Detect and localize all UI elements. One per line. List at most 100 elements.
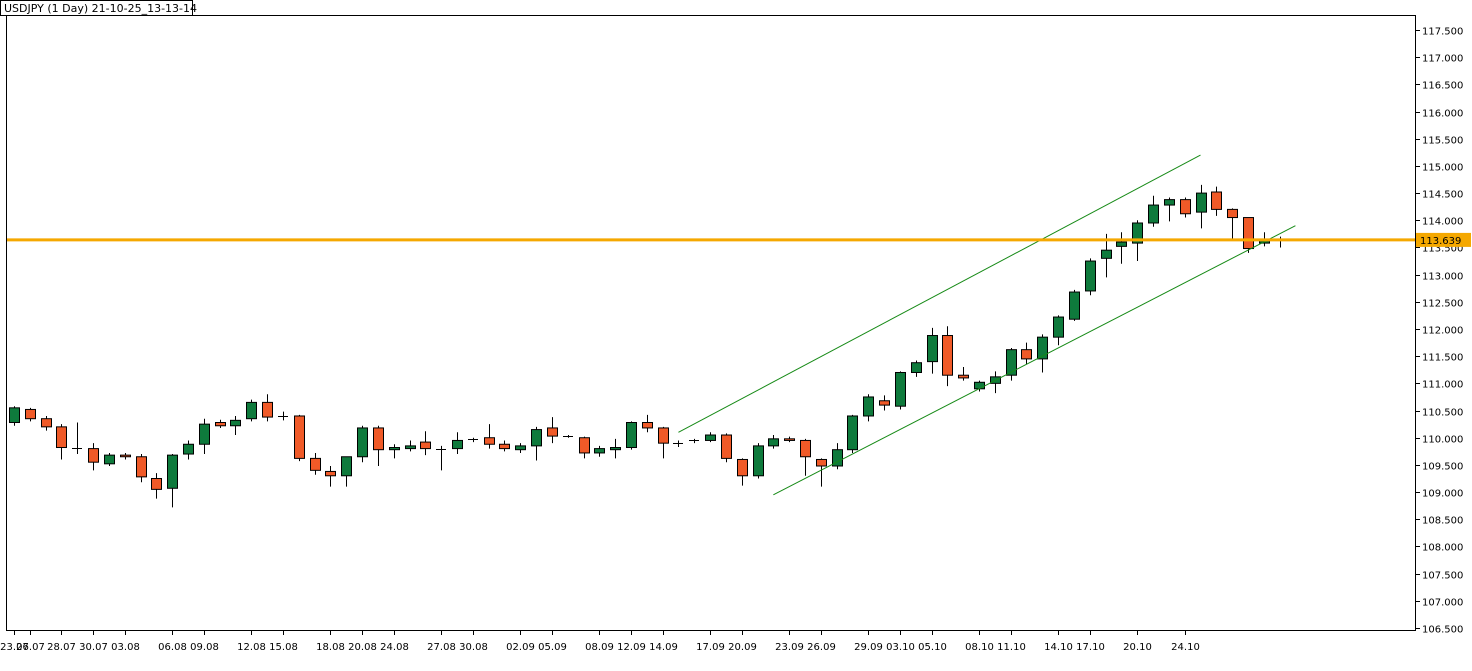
price-tag xyxy=(1416,232,1471,247)
candle xyxy=(610,438,621,459)
channel-lower-line xyxy=(773,225,1296,496)
candle-body xyxy=(531,429,542,447)
x-tick-label: 14.09 xyxy=(649,642,678,653)
candle xyxy=(832,443,843,470)
candle-body xyxy=(974,381,985,390)
candle xyxy=(278,411,288,421)
candle-body xyxy=(215,422,226,427)
candle-body xyxy=(151,478,162,490)
candle-body xyxy=(373,427,384,451)
candle-body xyxy=(1148,204,1159,224)
candle xyxy=(310,452,321,475)
x-tick-label: 05.10 xyxy=(918,642,947,653)
candles xyxy=(9,184,1285,508)
candle xyxy=(452,432,463,455)
x-tick-label: 20.08 xyxy=(348,642,377,653)
candle-body xyxy=(1053,316,1064,338)
candle xyxy=(9,406,20,426)
candle-body xyxy=(120,454,131,458)
x-tick-label: 18.08 xyxy=(316,642,345,653)
candle xyxy=(895,371,906,410)
candle-body xyxy=(737,458,748,477)
x-tick-label: 26.09 xyxy=(807,642,836,653)
candle-body xyxy=(626,422,637,449)
candle-body xyxy=(9,407,20,424)
candle xyxy=(1148,195,1159,227)
x-tick-label: 03.10 xyxy=(886,642,915,653)
candle xyxy=(642,414,653,433)
candle-body xyxy=(895,371,906,407)
candle xyxy=(1196,184,1207,229)
candle xyxy=(689,438,699,444)
candle xyxy=(1085,258,1096,296)
x-tick-label: 02.09 xyxy=(506,642,535,653)
candle-body xyxy=(41,418,52,428)
y-tick-label: 110.000 xyxy=(1422,435,1463,446)
candle xyxy=(499,440,510,452)
candle-body xyxy=(610,447,621,451)
candle xyxy=(151,473,162,499)
candle xyxy=(1069,289,1080,321)
x-tick-label: 08.09 xyxy=(585,642,614,653)
y-tick-label: 112.000 xyxy=(1422,326,1463,337)
candle xyxy=(468,437,478,443)
candle xyxy=(436,445,446,471)
candle-body xyxy=(1243,217,1254,250)
candle-body xyxy=(847,415,858,451)
candle-body xyxy=(405,445,416,450)
candle-body xyxy=(1006,349,1017,376)
candle xyxy=(41,415,52,431)
candle xyxy=(405,440,416,452)
x-tick-label: 30.07 xyxy=(79,642,108,653)
candle-body xyxy=(262,401,273,418)
y-tick-label: 113.500 xyxy=(1422,244,1463,255)
y-axis: 117.500 117.000 116.500 116.000 115.500 115.0… xyxy=(1415,27,1463,636)
candle-body xyxy=(594,448,605,454)
y-tick-label: 113.000 xyxy=(1422,272,1463,283)
x-tick-label: 11.10 xyxy=(997,642,1026,653)
candle-body xyxy=(1180,199,1191,215)
candle-body xyxy=(1085,260,1096,292)
x-tick-label: 06.08 xyxy=(158,642,187,653)
candle-body xyxy=(721,434,732,459)
x-tick-label: 03.08 xyxy=(111,642,140,653)
candle xyxy=(1211,186,1222,216)
y-tick-label: 107.000 xyxy=(1422,598,1463,609)
candle xyxy=(721,433,732,463)
candle xyxy=(294,414,305,462)
y-tick-label: 116.000 xyxy=(1422,109,1463,120)
candle-body xyxy=(1037,336,1048,360)
candle xyxy=(136,454,147,483)
x-tick-label: 15.08 xyxy=(269,642,298,653)
candle xyxy=(199,418,210,455)
channel-upper-line xyxy=(678,154,1201,433)
candle xyxy=(658,426,669,459)
candle xyxy=(863,394,874,422)
candle xyxy=(373,425,384,466)
candle-body xyxy=(1132,222,1143,244)
y-tick-label: 112.500 xyxy=(1422,299,1463,310)
candle xyxy=(673,440,683,447)
overlays: 113.639 xyxy=(7,154,1471,496)
candle xyxy=(420,431,431,456)
y-tick-label: 111.000 xyxy=(1422,380,1463,391)
candle xyxy=(56,424,67,460)
y-tick-label: 111.500 xyxy=(1422,353,1463,364)
candle-body xyxy=(310,457,321,471)
candle-body xyxy=(246,401,257,420)
candle xyxy=(72,422,82,455)
candle xyxy=(879,395,890,411)
y-tick-label: 110.500 xyxy=(1422,408,1463,419)
x-tick-label: 14.10 xyxy=(1044,642,1073,653)
y-tick-label: 109.000 xyxy=(1422,489,1463,500)
x-tick-label: 29.09 xyxy=(854,642,883,653)
x-tick-label: 23.09 xyxy=(775,642,804,653)
candle xyxy=(579,436,590,459)
candle xyxy=(547,417,558,444)
candle-body xyxy=(357,427,368,458)
candle-body xyxy=(389,447,400,451)
candle xyxy=(626,421,637,450)
candle xyxy=(341,456,352,487)
